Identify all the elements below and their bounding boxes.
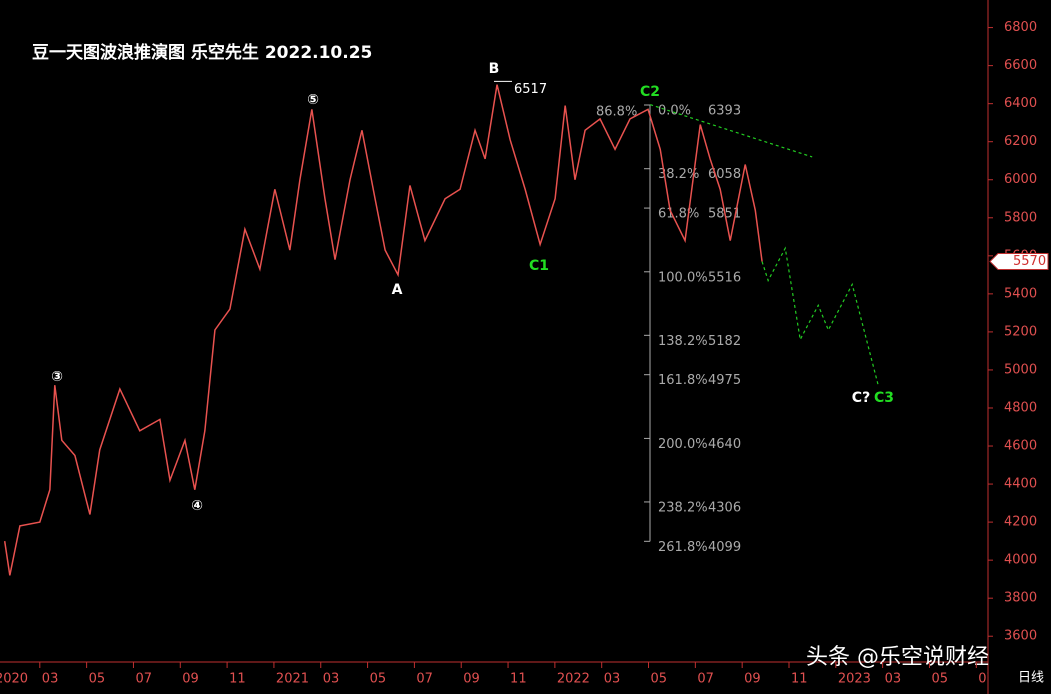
x-tick-label: 07 — [135, 672, 152, 687]
x-tick-label: 09 — [182, 672, 199, 687]
fib-price: 4975 — [708, 373, 741, 388]
x-tick-label: 05 — [651, 672, 668, 687]
wave-label: C? — [852, 390, 870, 406]
x-tick-label: 2023 — [838, 672, 871, 687]
x-tick-label: 03 — [604, 672, 621, 687]
fib-price: 4640 — [708, 437, 741, 452]
y-tick-label: 4200 — [1004, 515, 1037, 530]
price-tag — [989, 253, 1049, 271]
fib-price: 4306 — [708, 500, 741, 515]
wave-label: B — [489, 61, 500, 77]
series-line — [3, 84, 763, 576]
wave-label: C3 — [874, 390, 894, 406]
wave-label: ③ — [51, 369, 63, 385]
x-tick-label: 11 — [791, 672, 808, 687]
chart-title: 豆一天图波浪推演图 乐空先生 2022.10.25 — [32, 42, 372, 63]
x-tick-label: 05 — [89, 672, 106, 687]
wave-label: C2 — [640, 84, 660, 100]
series-line — [649, 104, 813, 158]
x-tick-label: 05 — [370, 672, 387, 687]
period-label: 日线 — [1018, 671, 1044, 686]
x-tick-label: 2021 — [276, 672, 309, 687]
wave-label: ⑤ — [307, 92, 319, 108]
fib-ratio: 100.0% — [658, 270, 708, 285]
y-tick-label: 6000 — [1004, 172, 1037, 187]
y-tick-label: 3800 — [1004, 591, 1037, 606]
y-tick-label: 6200 — [1004, 134, 1037, 149]
x-tick-label: 03 — [885, 672, 902, 687]
y-tick-label: 4400 — [1004, 477, 1037, 492]
fib-price: 6393 — [708, 103, 741, 118]
high-label: 6517 — [514, 82, 547, 97]
x-tick-label: 09 — [463, 672, 480, 687]
x-tick-label: 07 — [978, 672, 995, 687]
fib-ratio: 61.8% — [658, 207, 699, 222]
x-tick-label: 03 — [323, 672, 340, 687]
fib-extra-label: 86.8% — [596, 105, 637, 120]
y-tick-label: 5800 — [1004, 210, 1037, 225]
fib-ratio: 200.0% — [658, 437, 708, 452]
fib-ratio: 138.2% — [658, 334, 708, 349]
y-tick-label: 5400 — [1004, 286, 1037, 301]
x-tick-label: 07 — [697, 672, 714, 687]
x-tick-label: 11 — [229, 672, 246, 687]
fib-price: 5182 — [708, 334, 741, 349]
x-tick-label: 09 — [744, 672, 761, 687]
y-tick-label: 5200 — [1004, 324, 1037, 339]
wave-label: ④ — [191, 498, 203, 514]
y-tick-label: 4000 — [1004, 553, 1037, 568]
price-tag-label: 5570 — [1013, 254, 1046, 269]
y-tick-label: 6800 — [1004, 20, 1037, 35]
wave-label: A — [392, 282, 403, 298]
watermark: 头条 @乐空说财经 — [806, 645, 989, 670]
x-tick-label: 2022 — [557, 672, 590, 687]
y-tick-label: 4800 — [1004, 400, 1037, 415]
fib-price: 5516 — [708, 270, 741, 285]
x-tick-label: 2020 — [0, 672, 28, 687]
y-tick-label: 6600 — [1004, 58, 1037, 73]
fib-ratio: 261.8% — [658, 540, 708, 555]
wave-label: C1 — [529, 258, 549, 274]
plot-area: 2020 03 05 07 09 11 2021 03 05 07 09 11 2022 03 05 07 09… — [0, 61, 995, 687]
y-tick-label: 6400 — [1004, 96, 1037, 111]
y-tick-label: 5000 — [1004, 362, 1037, 377]
fib-price: 4099 — [708, 540, 741, 555]
y-tick-label: 4600 — [1004, 439, 1037, 454]
fib-ratio: 161.8% — [658, 373, 708, 388]
series-line — [761, 246, 879, 386]
x-tick-label: 05 — [931, 672, 948, 687]
y-tick-label: 3600 — [1004, 629, 1037, 644]
fib-ratio: 0.0% — [658, 103, 691, 118]
x-tick-label: 11 — [510, 672, 527, 687]
x-tick-label: 07 — [416, 672, 433, 687]
x-tick-label: 03 — [42, 672, 59, 687]
fib-ratio: 238.2% — [658, 500, 708, 515]
fib-ratio: 38.2% — [658, 167, 699, 182]
